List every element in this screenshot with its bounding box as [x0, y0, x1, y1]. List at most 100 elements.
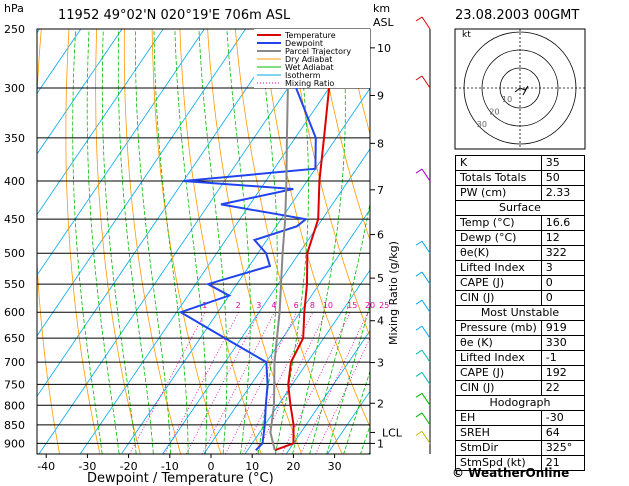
pressure-axis: 250 300 350 400 450 500 550 600 650 700 750 800 850 9… [4, 23, 25, 450]
pressure-tick-label: 650 [4, 332, 25, 345]
mixing-ratio-labels: 1 2 3 4 6 8 10 15 20 25 [202, 301, 389, 310]
index-value: 35 [540, 155, 586, 171]
table-row: Temp (°C) 16.6 [455, 215, 586, 231]
index-value: 330 [540, 335, 586, 351]
height-tick-label: 2 [377, 397, 384, 410]
index-value: 2.33 [540, 185, 586, 201]
table-row: PW (cm) 2.33 [455, 185, 586, 201]
index-label: Pressure (mb) [455, 320, 542, 336]
legend-label: Isotherm [285, 71, 321, 80]
index-label: θe (K) [455, 335, 542, 351]
wet-adiabat-line [274, 29, 309, 454]
index-value: 0 [540, 290, 586, 306]
wind-barb [421, 271, 431, 285]
isotherm-line [162, 148, 370, 454]
index-value: 3 [540, 260, 586, 276]
dry-adiabat-line [65, 29, 101, 454]
mixing-ratio-line [225, 312, 297, 454]
table-row: CIN (J) 22 [455, 380, 586, 396]
wind-barb [421, 431, 431, 444]
index-value: 322 [540, 245, 586, 261]
legend-label: Temperature [284, 31, 336, 40]
dry-adiabat-line [290, 29, 370, 338]
table-row: CAPE (J) 0 [455, 275, 586, 291]
isotherm-line [38, 29, 329, 454]
index-value: 64 [540, 425, 586, 441]
height-reference: ASL [373, 16, 395, 29]
wind-barb-flag [415, 349, 423, 355]
wind-barb [421, 75, 431, 89]
wet-adiabat-line [309, 201, 370, 454]
legend-label: Mixing Ratio [285, 79, 334, 88]
wind-barb [421, 16, 431, 30]
pressure-tick-label: 600 [4, 306, 25, 319]
table-row: θe (K) 330 [455, 335, 586, 351]
wind-barb-flag [415, 430, 423, 436]
dry-adiabat-line [234, 29, 343, 454]
wet-adiabat-line [153, 29, 189, 454]
index-label: Dewp (°C) [455, 230, 542, 246]
legend-label: Wet Adiabat [285, 63, 334, 72]
pressure-tick-label: 500 [4, 247, 25, 260]
height-tick-label: 9 [377, 89, 384, 102]
mixing-ratio-label: 4 [271, 301, 276, 310]
pressure-tick-label: 900 [4, 437, 25, 450]
hodograph-ring-label: 10 [502, 95, 512, 104]
dry-adiabat-line [262, 29, 370, 428]
dry-adiabat-line [623, 29, 629, 454]
index-value: 16.6 [540, 215, 586, 231]
index-label: StmDir [455, 440, 542, 456]
legend-label: Dry Adiabat [285, 55, 332, 64]
pressure-unit: hPa [4, 2, 24, 15]
isotherm-line [121, 87, 370, 454]
isotherm-line [79, 29, 370, 454]
index-label: CIN (J) [455, 290, 542, 306]
index-label: Temp (°C) [455, 215, 542, 231]
table-row: EH -30 [455, 410, 586, 426]
index-value: 325° [540, 440, 586, 456]
table-row: Lifted Index -1 [455, 350, 586, 366]
mixing-ratio-line [164, 312, 239, 454]
mixing-ratio-label: 6 [294, 301, 299, 310]
surface-title: Surface [455, 200, 585, 216]
pressure-tick-label: 300 [4, 82, 25, 95]
table-row: StmDir 325° [455, 440, 586, 456]
pressure-tick-label: 850 [4, 419, 25, 432]
index-value: -30 [540, 410, 586, 426]
wind-barb [421, 240, 431, 254]
isotherm-line [244, 269, 370, 454]
wind-barb [421, 168, 431, 182]
wind-barb [421, 372, 431, 385]
index-label: Totals Totals [455, 170, 542, 186]
table-row: SREH 64 [455, 425, 586, 441]
mixing-ratio-line [129, 312, 206, 454]
wet-adiabat-line [86, 29, 120, 454]
index-value: 21 [540, 455, 586, 471]
background-lines [37, 29, 629, 454]
index-label: SREH [455, 425, 542, 441]
index-label: CAPE (J) [455, 365, 542, 381]
wind-barb-flag [415, 75, 423, 81]
pressure-tick-label: 700 [4, 356, 25, 369]
index-label: K [455, 155, 542, 171]
height-tick-label: 8 [377, 137, 384, 150]
height-tick-label: 1 [377, 437, 384, 450]
temperature-tick-label: 30 [328, 460, 342, 473]
wind-barb-flag [415, 325, 423, 331]
mixing-ratio-label: 2 [236, 301, 241, 310]
series-line-temperature [274, 29, 331, 452]
wet-adiabat-line [360, 424, 370, 454]
temperature-tick-label: -10 [161, 460, 179, 473]
index-value: 22 [540, 380, 586, 396]
mixing-ratio-axis-title: Mixing Ratio (g/kg) [387, 241, 400, 345]
legend-label: Parcel Trajectory [285, 47, 351, 56]
legend-label: Dewpoint [285, 39, 323, 48]
mixing-ratio-label: 25 [379, 301, 389, 310]
dry-adiabat-line [123, 29, 182, 454]
pressure-tick-label: 550 [4, 278, 25, 291]
x-axis-title: Dewpoint / Temperature (°C) [87, 471, 274, 486]
wind-barb [421, 299, 431, 313]
temperature-tick-label: -30 [78, 460, 96, 473]
isotherm-line [203, 208, 370, 454]
